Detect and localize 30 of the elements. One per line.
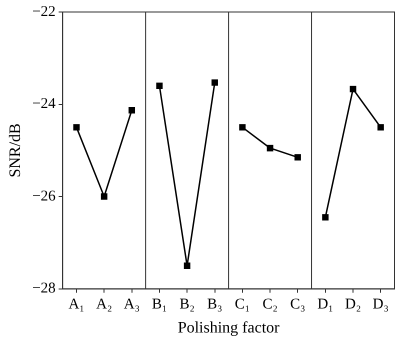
x-tick-label: C₁ <box>234 296 250 313</box>
point <box>184 262 190 269</box>
x-tick-label: B₂ <box>179 296 195 313</box>
x-tick-label: D₂ <box>344 296 362 313</box>
y-tick-label: −22 <box>32 4 56 20</box>
point <box>239 124 246 131</box>
point <box>73 124 80 131</box>
y-tick-label: −26 <box>32 188 56 204</box>
point <box>156 82 163 90</box>
point <box>377 124 384 131</box>
x-tick-label: D₃ <box>372 296 389 313</box>
x-tick-label: A₁ <box>68 296 85 313</box>
point <box>350 86 356 92</box>
y-axis-title: SNR/dB <box>6 123 24 178</box>
point <box>322 214 329 221</box>
x-tick-label: C₃ <box>290 296 306 313</box>
x-tick-label: D₁ <box>317 296 334 313</box>
x-tick-label: B₃ <box>207 296 222 313</box>
point <box>266 144 274 152</box>
x-tick-label: B₁ <box>152 296 168 313</box>
x-tick-label: A₂ <box>96 296 112 313</box>
y-tick-label: −28 <box>32 280 56 297</box>
x-axis-title: Polishing factor <box>178 320 280 337</box>
point <box>128 107 136 114</box>
point <box>212 79 218 86</box>
point <box>100 193 108 200</box>
x-tick-label: A₃ <box>124 296 140 313</box>
x-tick-label: C₂ <box>262 296 278 313</box>
y-tick-label: −24 <box>32 96 56 112</box>
point <box>294 154 301 161</box>
